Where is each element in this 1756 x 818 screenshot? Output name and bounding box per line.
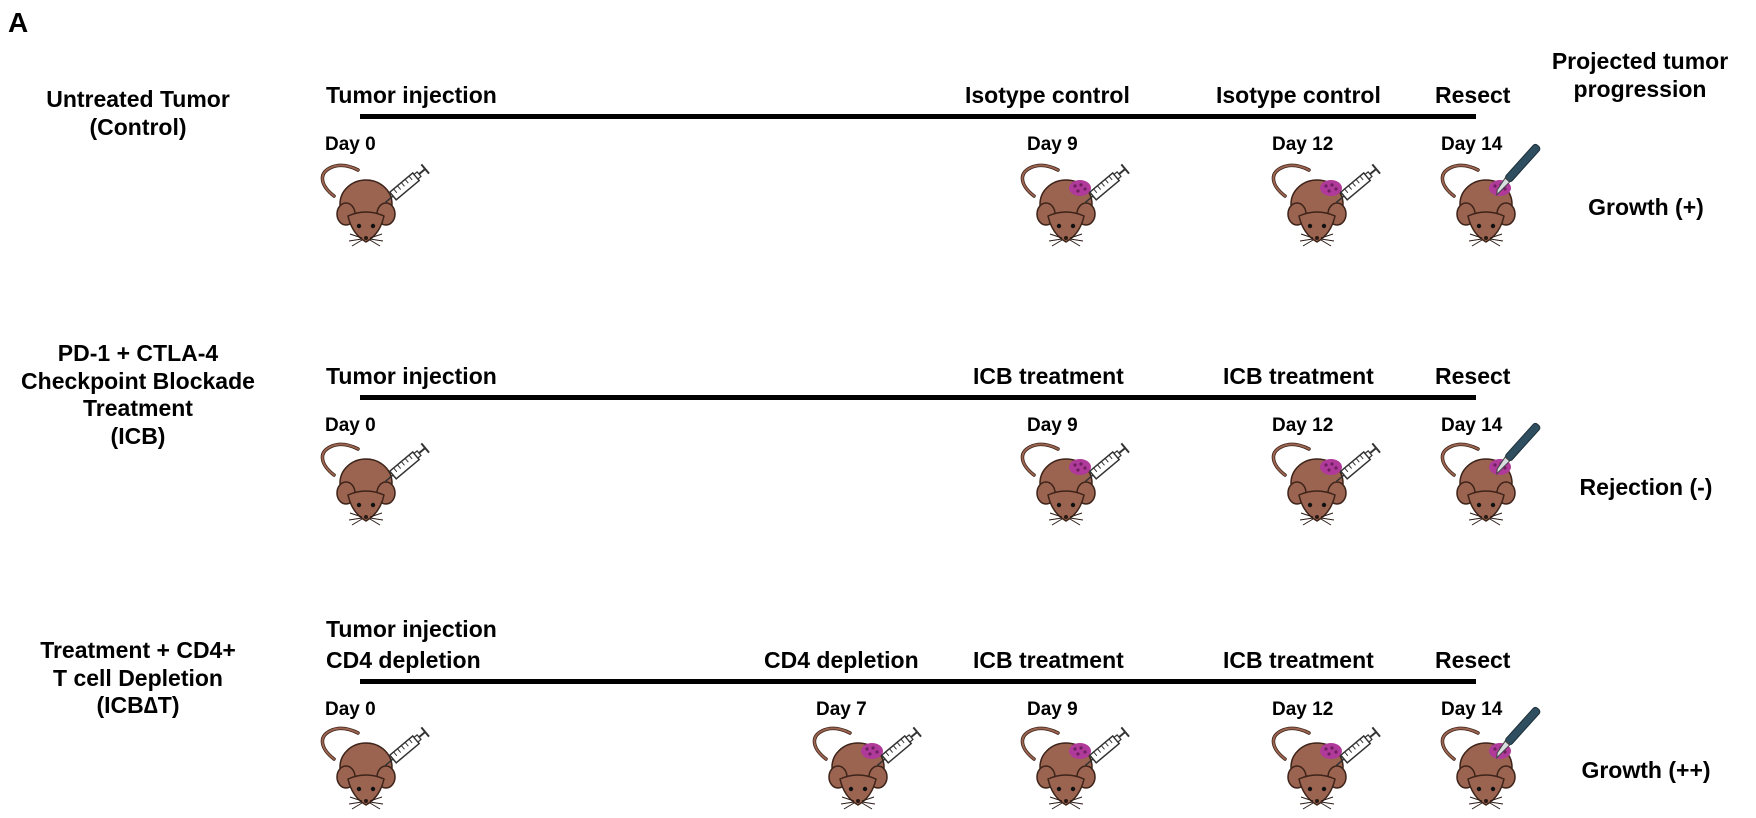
event-label: ICB treatment — [973, 647, 1124, 673]
mouse-icon — [1271, 163, 1382, 248]
mouse-icon — [812, 726, 923, 811]
group-label-line: Untreated Tumor — [46, 86, 230, 112]
group-label-line: Treatment + CD4+ — [40, 637, 236, 663]
tumor-icon — [1320, 743, 1342, 759]
tumor-icon — [1320, 180, 1342, 196]
mouse-icon — [320, 442, 431, 527]
day-label: Day 9 — [1027, 415, 1078, 436]
projected-progression-header: Projected tumor progression — [1551, 48, 1729, 102]
mouse-icon — [1440, 421, 1542, 527]
tumor-icon — [1069, 180, 1091, 196]
day-label: Day 12 — [1272, 415, 1334, 436]
day-label: Day 14 — [1441, 134, 1503, 155]
day-label: Day 0 — [325, 415, 376, 436]
syringe-icon — [380, 163, 431, 209]
group-label-line: PD-1 + CTLA-4 — [57, 340, 219, 366]
panel-label: A — [8, 7, 29, 38]
outcome-label: Rejection (-) — [1579, 474, 1713, 500]
group-label-line: (ICB) — [110, 422, 166, 449]
timeline-bar — [360, 114, 1476, 119]
mouse-icon — [1440, 142, 1542, 248]
timeline-bar — [360, 679, 1476, 684]
event-label: ICB treatment — [1223, 647, 1374, 673]
mouse-icon — [1440, 705, 1542, 811]
day-label: Day 12 — [1272, 699, 1334, 720]
event-label: Resect — [1435, 647, 1511, 673]
mouse-icon — [1020, 163, 1131, 248]
day-label: Day 9 — [1027, 699, 1078, 720]
mouse-icon — [320, 163, 431, 248]
syringe-icon — [380, 442, 431, 488]
group-label-line: (ICB∆T) — [96, 692, 180, 719]
event-label: Resect — [1435, 82, 1511, 108]
mouse-icon — [1271, 726, 1382, 811]
scalpel-icon — [1491, 142, 1542, 197]
group-label: Untreated Tumor (Control) — [4, 86, 272, 141]
day-label: Day 9 — [1027, 134, 1078, 155]
day-label: Day 12 — [1272, 134, 1334, 155]
tumor-icon — [1320, 459, 1342, 475]
timeline-bar — [360, 395, 1476, 400]
mouse-icon — [1020, 442, 1131, 527]
event-label: Tumor injection — [326, 82, 497, 108]
group-label-line: Treatment — [83, 395, 193, 422]
event-label: ICB treatment — [1223, 363, 1374, 389]
event-label: ICB treatment — [973, 363, 1124, 389]
tumor-icon — [861, 743, 883, 759]
outcome-label: Growth (++) — [1581, 757, 1711, 783]
group-label-line: T cell Depletion — [53, 664, 223, 691]
event-label: CD4 depletion — [764, 647, 919, 673]
day-label: Day 7 — [816, 699, 867, 720]
scalpel-icon — [1491, 705, 1542, 760]
group-label-line: Checkpoint Blockade — [21, 367, 255, 394]
mouse-icon — [1271, 442, 1382, 527]
event-label: Tumor injection — [326, 616, 497, 642]
day-label: Day 14 — [1441, 699, 1503, 720]
day-label: Day 0 — [325, 699, 376, 720]
mouse-icon — [320, 726, 431, 811]
group-label: PD-1 + CTLA-4 Checkpoint Blockade Treatm… — [4, 340, 272, 450]
event-label: CD4 depletion — [326, 647, 481, 673]
day-label: Day 14 — [1441, 415, 1503, 436]
tumor-icon — [1069, 743, 1091, 759]
outcome-label: Growth (+) — [1588, 194, 1704, 220]
mouse-icon — [1020, 726, 1131, 811]
event-label: Isotype control — [965, 82, 1130, 108]
scalpel-icon — [1491, 421, 1542, 476]
group-label-line: (Control) — [89, 113, 187, 140]
day-label: Day 0 — [325, 134, 376, 155]
event-label: Isotype control — [1216, 82, 1381, 108]
group-label: Treatment + CD4+ T cell Depletion (ICB∆T… — [4, 637, 272, 720]
event-label: Resect — [1435, 363, 1511, 389]
syringe-icon — [380, 726, 431, 772]
event-label: Tumor injection — [326, 363, 497, 389]
tumor-icon — [1069, 459, 1091, 475]
